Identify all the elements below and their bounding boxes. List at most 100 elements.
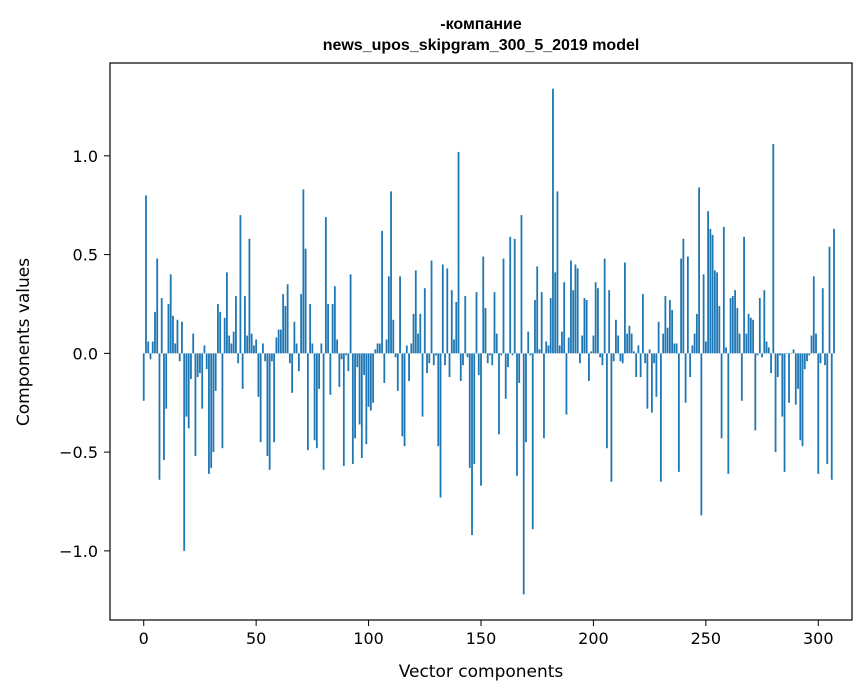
bar-58 (273, 353, 276, 443)
bar-227 (653, 353, 656, 364)
chart-title-line1: -компание (440, 16, 522, 33)
bar-151 (482, 256, 485, 354)
bar-127 (428, 353, 431, 364)
y-axis-ticks: −1.0 −0.5 0.0 0.5 1.0 (59, 147, 110, 561)
bar-88 (340, 353, 343, 360)
bar-13 (172, 315, 174, 354)
bar-24 (196, 353, 199, 378)
x-tick-label: 300 (803, 629, 834, 648)
bar-68 (295, 343, 298, 354)
bar-51 (257, 353, 260, 397)
bar-87 (338, 353, 341, 387)
bar-167 (518, 353, 521, 383)
bar-66 (291, 353, 294, 393)
bar-10 (165, 353, 168, 409)
bar-22 (192, 333, 195, 354)
bar-141 (459, 353, 462, 381)
bar-268 (745, 333, 748, 354)
bar-244 (691, 345, 694, 354)
bar-282 (776, 353, 779, 378)
bar-73 (306, 353, 309, 451)
bar-157 (495, 333, 498, 354)
bar-303 (824, 353, 826, 366)
bar-306 (830, 353, 833, 480)
bar-233 (666, 327, 669, 354)
bar-12 (169, 274, 172, 354)
bar-228 (655, 353, 658, 397)
bar-294 (803, 353, 806, 370)
bar-76 (313, 353, 316, 441)
bar-214 (624, 262, 626, 354)
bar-165 (513, 238, 516, 354)
bar-71 (302, 189, 305, 354)
bar-50 (255, 339, 258, 354)
bar-180 (547, 345, 550, 354)
x-tick-label: 250 (691, 629, 722, 648)
bar-221 (639, 353, 642, 378)
bar-83 (329, 353, 332, 395)
bar-31 (212, 353, 215, 453)
bar-15 (176, 319, 179, 354)
bar-1 (145, 195, 147, 354)
bar-108 (385, 339, 388, 354)
bar-86 (336, 339, 338, 354)
bar-225 (648, 349, 651, 354)
bar-112 (394, 353, 397, 358)
bar-7 (158, 353, 161, 480)
y-tick-label: −0.5 (59, 443, 98, 462)
bar-187 (563, 282, 566, 354)
bar-134 (444, 353, 446, 366)
bar-74 (309, 303, 312, 354)
bar-57 (270, 353, 273, 362)
bar-100 (367, 353, 370, 407)
bar-301 (819, 353, 822, 364)
bar-136 (448, 353, 451, 378)
bar-11 (167, 303, 170, 354)
bar-223 (644, 353, 647, 364)
bars-group (142, 88, 835, 595)
bar-205 (603, 258, 606, 354)
bar-198 (588, 353, 590, 381)
bar-170 (525, 353, 527, 443)
bar-155 (491, 353, 494, 366)
bar-296 (808, 353, 811, 356)
bar-90 (345, 353, 347, 356)
bar-300 (817, 353, 820, 474)
bar-3 (149, 353, 152, 360)
bar-41 (235, 296, 237, 354)
bar-156 (493, 292, 496, 354)
x-axis-label: Vector components (399, 662, 564, 682)
bar-186 (561, 331, 563, 354)
bar-9 (163, 353, 165, 461)
bar-129 (432, 353, 435, 366)
bar-277 (765, 341, 768, 354)
bar-116 (403, 353, 406, 447)
bar-37 (226, 272, 228, 354)
y-tick-label: 0.0 (73, 344, 98, 363)
bar-247 (698, 187, 700, 354)
bar-2 (147, 341, 150, 354)
bar-153 (486, 353, 489, 364)
bar-178 (543, 353, 545, 439)
bar-154 (489, 353, 491, 356)
x-tick-label: 50 (246, 629, 266, 648)
bar-279 (770, 353, 772, 374)
bar-236 (673, 343, 676, 354)
bar-93 (351, 353, 354, 464)
bar-28 (205, 353, 208, 370)
bar-288 (790, 353, 793, 354)
bar-254 (713, 270, 716, 354)
bar-8 (160, 298, 163, 354)
bar-230 (659, 353, 662, 482)
bar-177 (540, 292, 543, 354)
bar-72 (304, 248, 307, 354)
bar-67 (293, 321, 296, 354)
bar-191 (572, 290, 575, 354)
bar-234 (668, 300, 671, 354)
bar-241 (684, 353, 687, 403)
bar-182 (552, 88, 554, 354)
bar-48 (250, 333, 253, 354)
bar-120 (412, 313, 415, 354)
bar-26 (201, 353, 204, 409)
bar-203 (599, 353, 602, 358)
